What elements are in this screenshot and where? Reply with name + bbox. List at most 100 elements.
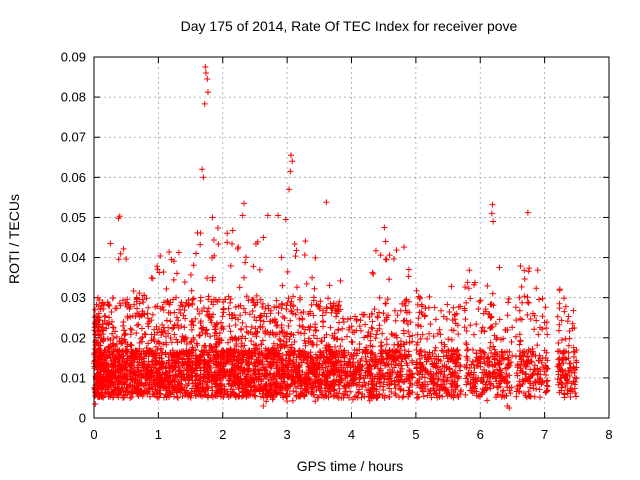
data-point bbox=[316, 366, 323, 373]
data-point bbox=[248, 324, 255, 331]
data-point bbox=[113, 341, 120, 348]
data-point bbox=[91, 385, 98, 392]
data-point bbox=[573, 375, 580, 382]
data-point bbox=[290, 360, 297, 367]
data-point bbox=[194, 306, 201, 313]
data-point bbox=[565, 313, 572, 320]
data-point bbox=[102, 347, 109, 354]
data-point bbox=[330, 335, 337, 342]
data-point bbox=[218, 381, 225, 388]
data-point bbox=[346, 382, 353, 389]
data-point bbox=[370, 270, 377, 277]
data-point bbox=[109, 324, 116, 331]
x-tick-label: 7 bbox=[541, 427, 548, 442]
data-point bbox=[285, 322, 292, 329]
data-point bbox=[202, 347, 209, 354]
data-point bbox=[107, 337, 114, 344]
data-point bbox=[243, 352, 250, 359]
data-point bbox=[206, 342, 213, 349]
data-point bbox=[156, 354, 163, 361]
data-point bbox=[159, 364, 166, 371]
data-point bbox=[315, 394, 322, 401]
data-point bbox=[240, 392, 247, 399]
data-point bbox=[276, 336, 283, 343]
data-point bbox=[123, 256, 130, 263]
data-point bbox=[246, 351, 253, 358]
data-point bbox=[250, 345, 257, 352]
data-point bbox=[145, 340, 152, 347]
data-point bbox=[128, 342, 135, 349]
data-point bbox=[141, 311, 148, 318]
data-point bbox=[356, 341, 363, 348]
data-point bbox=[237, 370, 244, 377]
data-point bbox=[136, 353, 143, 360]
data-point bbox=[352, 368, 359, 375]
data-point bbox=[177, 350, 184, 357]
data-point bbox=[196, 310, 203, 317]
data-point bbox=[170, 353, 177, 360]
data-point bbox=[114, 347, 121, 354]
data-point bbox=[500, 387, 507, 394]
y-tick-label: 0.05 bbox=[61, 210, 86, 225]
data-point bbox=[351, 347, 358, 354]
data-point bbox=[348, 338, 355, 345]
data-point bbox=[473, 321, 480, 328]
data-point bbox=[93, 372, 100, 379]
data-point bbox=[524, 311, 531, 318]
data-point bbox=[150, 377, 157, 384]
data-point bbox=[198, 308, 205, 315]
data-point bbox=[214, 392, 221, 399]
data-point bbox=[325, 295, 332, 302]
data-point bbox=[311, 285, 318, 292]
data-point bbox=[327, 324, 334, 331]
data-point bbox=[233, 376, 240, 383]
data-point bbox=[288, 344, 295, 351]
data-point bbox=[327, 348, 334, 355]
data-point bbox=[182, 358, 189, 365]
data-point bbox=[318, 378, 325, 385]
data-point bbox=[349, 377, 356, 384]
data-point bbox=[297, 392, 304, 399]
y-tick-label: 0 bbox=[79, 411, 86, 426]
data-point bbox=[464, 346, 471, 353]
data-point bbox=[310, 360, 317, 367]
data-point bbox=[284, 387, 291, 394]
data-point bbox=[290, 293, 297, 300]
data-point bbox=[248, 338, 255, 345]
data-point bbox=[220, 353, 227, 360]
data-point bbox=[244, 361, 251, 368]
data-point bbox=[337, 277, 344, 284]
data-point bbox=[211, 381, 218, 388]
y-tick-label: 0.06 bbox=[61, 170, 86, 185]
data-point bbox=[236, 349, 243, 356]
data-point bbox=[291, 241, 298, 248]
data-point bbox=[376, 322, 383, 329]
data-point bbox=[378, 342, 385, 349]
data-point bbox=[201, 100, 208, 107]
data-point bbox=[203, 70, 210, 77]
data-point bbox=[197, 364, 204, 371]
data-point bbox=[120, 245, 127, 252]
y-tick-label: 0.07 bbox=[61, 130, 86, 145]
data-point bbox=[347, 315, 354, 322]
data-point bbox=[136, 380, 143, 387]
data-point bbox=[285, 372, 292, 379]
data-point bbox=[165, 330, 172, 337]
data-point bbox=[543, 325, 550, 332]
data-point bbox=[176, 306, 183, 313]
data-point bbox=[120, 394, 127, 401]
data-point bbox=[103, 352, 110, 359]
data-point bbox=[238, 393, 245, 400]
data-point bbox=[279, 368, 286, 375]
data-point bbox=[173, 336, 180, 343]
data-point bbox=[561, 390, 568, 397]
data-point bbox=[163, 370, 170, 377]
data-point bbox=[245, 390, 252, 397]
data-point bbox=[242, 259, 249, 266]
data-point bbox=[263, 354, 270, 361]
data-point bbox=[208, 314, 215, 321]
data-point bbox=[301, 379, 308, 386]
data-point bbox=[173, 314, 180, 321]
data-point bbox=[226, 323, 233, 330]
data-point bbox=[301, 393, 308, 400]
